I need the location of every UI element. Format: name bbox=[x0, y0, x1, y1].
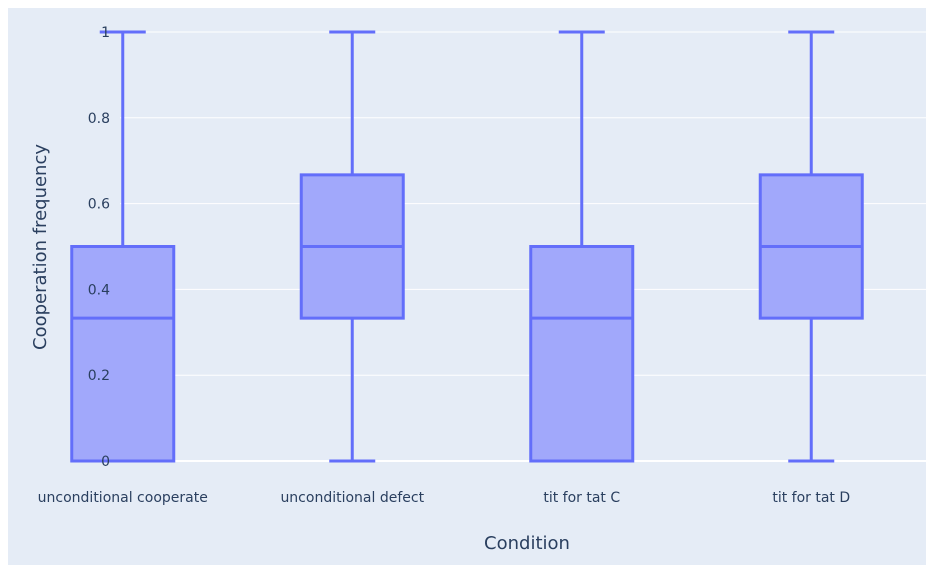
box-3 bbox=[758, 30, 864, 463]
x-tick-label: tit for tat C bbox=[543, 490, 620, 506]
y-tick-label: 0.8 bbox=[88, 111, 110, 127]
y-tick-label: 0.4 bbox=[88, 282, 110, 298]
box-series bbox=[70, 30, 864, 463]
box-2 bbox=[529, 30, 635, 463]
x-tick-label: unconditional defect bbox=[280, 490, 424, 506]
box-0 bbox=[70, 30, 176, 463]
y-tick-label: 0 bbox=[101, 454, 110, 470]
box-iqr bbox=[70, 245, 176, 463]
y-tick-labels: 0 0.2 0.4 0.6 0.8 1 bbox=[88, 25, 110, 470]
box-iqr bbox=[529, 245, 635, 463]
y-tick-label: 0.2 bbox=[88, 368, 110, 384]
box-1 bbox=[299, 30, 405, 463]
y-tick-label: 1 bbox=[101, 25, 110, 41]
x-tick-label: tit for tat D bbox=[772, 490, 850, 506]
x-tick-label: unconditional cooperate bbox=[38, 490, 208, 506]
y-tick-label: 0.6 bbox=[88, 197, 110, 213]
y-axis-title: Cooperation frequency bbox=[30, 144, 51, 350]
x-axis-title: Condition bbox=[484, 533, 570, 554]
x-tick-labels: unconditional cooperate unconditional def… bbox=[38, 490, 850, 506]
